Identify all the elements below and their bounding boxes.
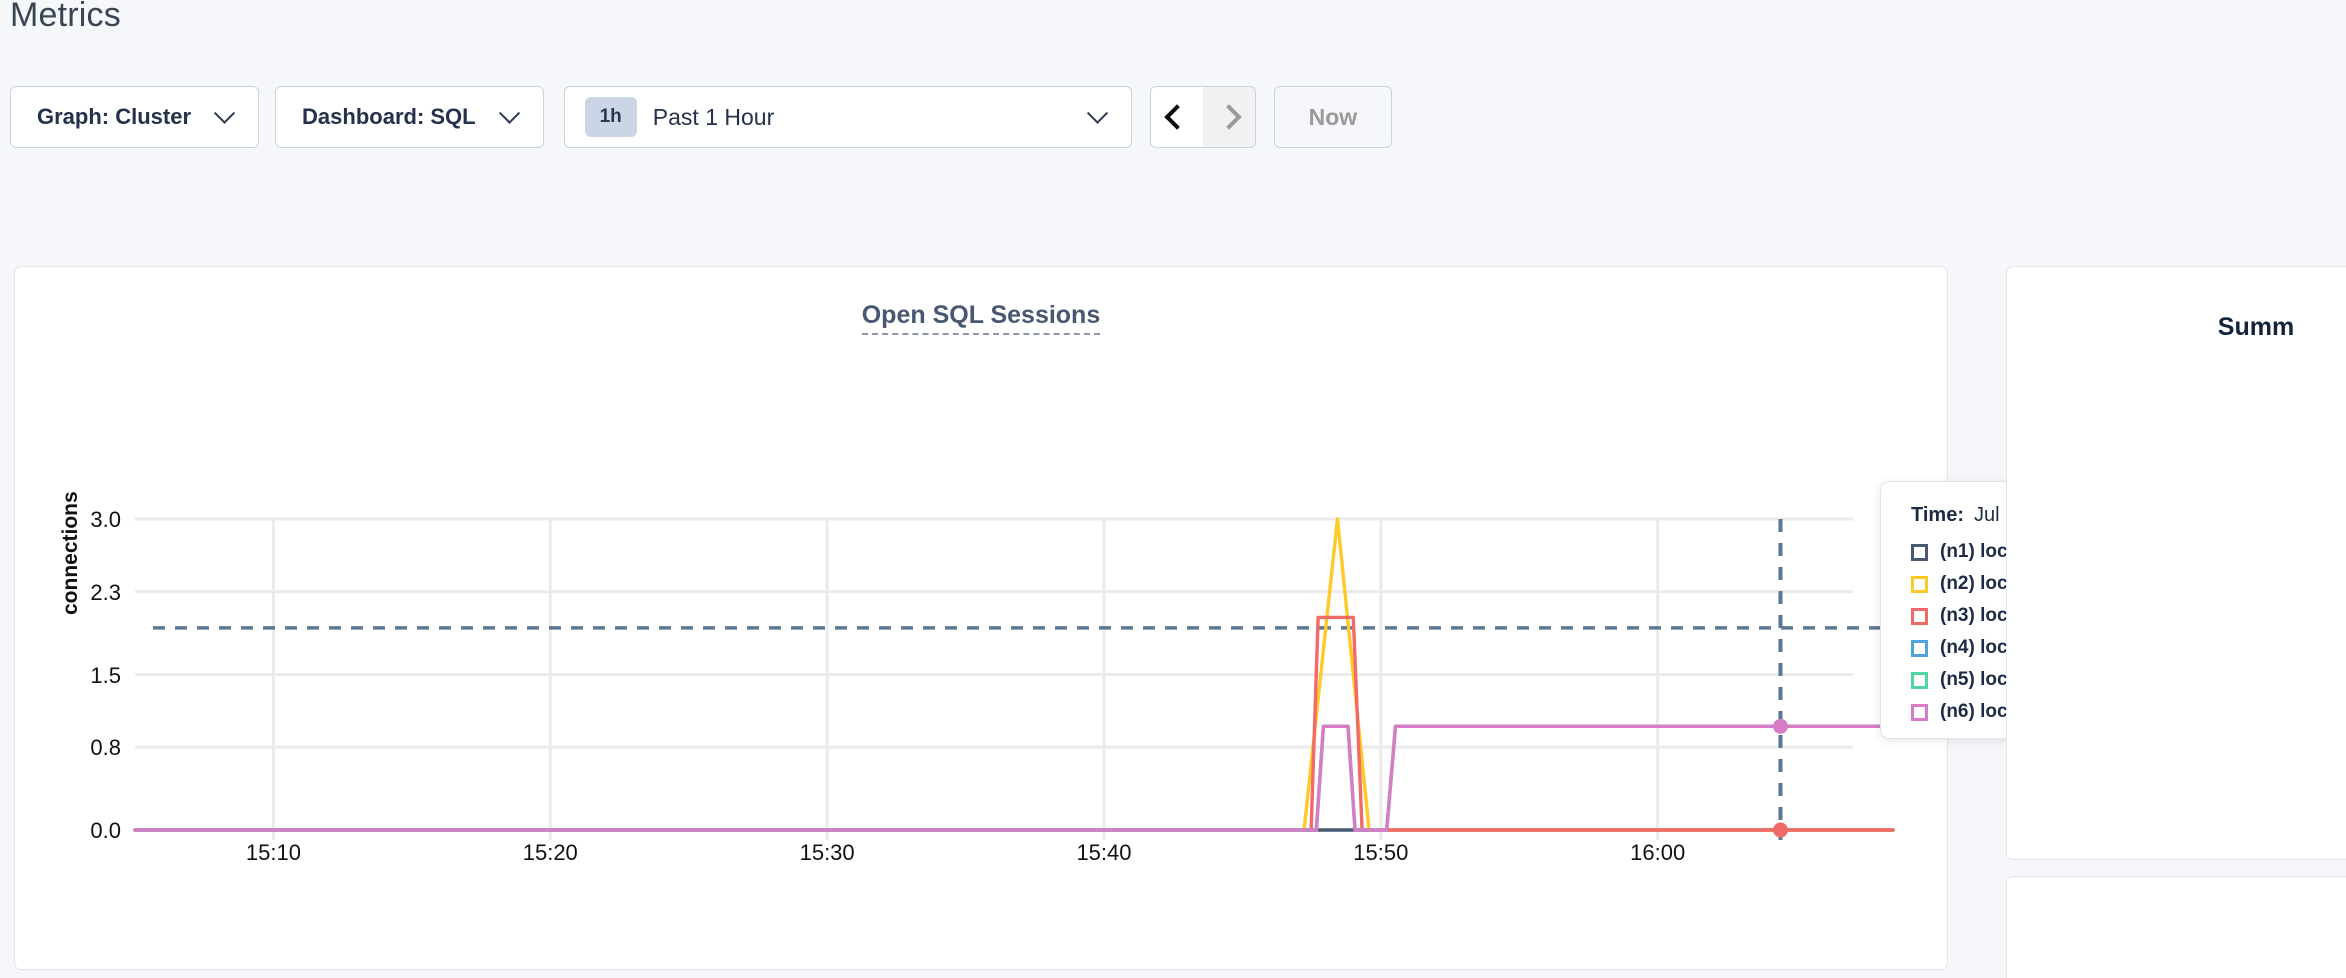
chevron-right-icon (1215, 104, 1242, 130)
y-axis-tick: 1.5 (90, 662, 121, 688)
time-range-badge: 1h (584, 97, 637, 137)
chart-plot-area[interactable]: 0.0 0.8 1.5 2.3 3.0 15:10 15:20 15:30 15:40 15:50… (15, 267, 1949, 971)
time-range-label: Past 1 Hour (652, 103, 775, 130)
open-sql-sessions-card: Open SQL Sessions connections 0.0 0.8 1.5 2… (14, 266, 1948, 970)
chart-svg (133, 517, 1895, 840)
x-axis-tick: 15:30 (799, 840, 855, 865)
p99-latency-card: P99 latency (2006, 876, 2346, 978)
time-nav-group (1149, 86, 1256, 148)
y-axis-tick: 0.8 (90, 735, 121, 761)
x-axis-tick: 15:10 (245, 840, 301, 865)
dashboard-select[interactable]: Dashboard: SQL (275, 86, 544, 148)
series-color-swatch (1911, 607, 1928, 625)
graph-select-label: Graph: Cluster (37, 104, 192, 129)
series-color-swatch (1911, 543, 1928, 561)
x-axis-tick: 15:20 (522, 840, 578, 865)
chevron-left-icon (1163, 104, 1190, 130)
summary-card: Summ Total Nodes View nodes (2006, 266, 2346, 860)
series-color-swatch (1911, 671, 1928, 689)
now-button: Now (1273, 86, 1393, 148)
page-title: Metrics (10, 0, 121, 34)
graph-select[interactable]: Graph: Cluster (10, 86, 260, 148)
time-range-picker[interactable]: 1h Past 1 Hour (563, 86, 1132, 148)
tooltip-time-key: Time: (1911, 504, 1964, 526)
chevron-down-icon (213, 102, 236, 124)
x-axis-tick: 15:40 (1076, 840, 1132, 865)
series-color-swatch (1911, 703, 1928, 721)
dashboard-select-label: Dashboard: SQL (302, 104, 476, 129)
x-axis-tick: 16:00 (1630, 840, 1686, 865)
prev-time-button[interactable] (1150, 87, 1203, 147)
series-color-swatch (1911, 639, 1928, 657)
summary-heading: Summ (2217, 313, 2295, 341)
y-axis-tick: 0.0 (90, 818, 121, 843)
y-axis-tick: 2.3 (90, 579, 121, 605)
x-axis-tick: 15:50 (1353, 840, 1409, 865)
series-color-swatch (1911, 575, 1928, 593)
chart-title: Open SQL Sessions (15, 301, 1947, 335)
y-axis-tick: 3.0 (90, 507, 121, 532)
chevron-down-icon (1086, 102, 1108, 124)
next-time-button (1202, 87, 1255, 147)
toolbar: Graph: Cluster Dashboard: SQL 1h Past 1 … (10, 86, 1393, 148)
chevron-down-icon (498, 102, 520, 124)
